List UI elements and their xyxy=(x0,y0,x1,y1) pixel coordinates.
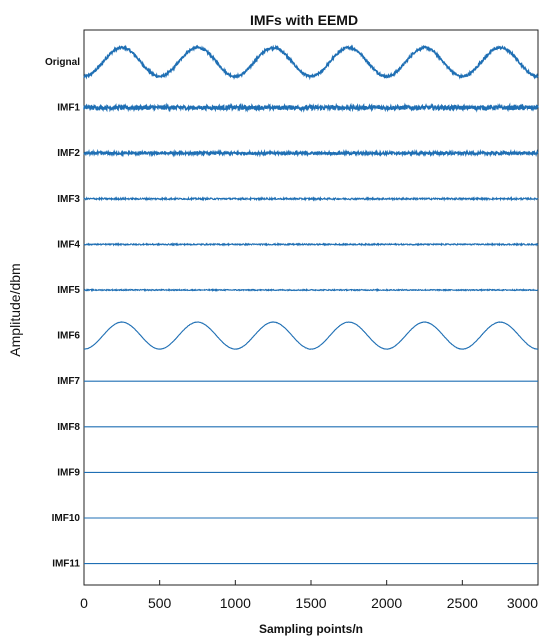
series-label-imf11: IMF11 xyxy=(52,559,80,570)
series-label-imf8: IMF8 xyxy=(57,422,80,433)
x-tick-label: 2000 xyxy=(371,595,402,611)
x-axis-label: Sampling points/n xyxy=(259,622,363,636)
series-line-imf2 xyxy=(83,148,539,158)
series-line-imf6 xyxy=(83,321,539,350)
x-tick-label: 500 xyxy=(148,595,172,611)
series-label-imf5: IMF5 xyxy=(57,285,80,296)
series-layer: Orignal IMF1 IMF2 IMF3 IMF4 IMF5 IMF6 IMF7 IMF8 I… xyxy=(45,44,539,570)
series-label-imf10: IMF10 xyxy=(52,513,81,524)
chart-title: IMFs with EEMD xyxy=(250,12,358,28)
series-label-imf1: IMF1 xyxy=(57,103,80,114)
series-label-imf3: IMF3 xyxy=(57,194,80,205)
x-axis: 0 500 1000 1500 2000 2500 3000 xyxy=(80,580,539,611)
y-axis-label: Amplitude/dbm xyxy=(7,263,23,356)
series-label-imf6: IMF6 xyxy=(57,331,80,342)
series-label-imf4: IMF4 xyxy=(57,239,80,250)
series-label-imf2: IMF2 xyxy=(57,148,80,159)
series-line-imf5 xyxy=(83,287,539,293)
x-tick-label: 3000 xyxy=(507,595,538,611)
series-label-imf9: IMF9 xyxy=(57,467,80,478)
series-line-imf1 xyxy=(83,102,539,113)
x-tick-label: 1000 xyxy=(220,595,251,611)
series-label-imf7: IMF7 xyxy=(57,376,80,387)
x-tick-label: 0 xyxy=(80,595,88,611)
series-line-orignal xyxy=(83,44,539,81)
x-tick-label: 1500 xyxy=(295,595,326,611)
plot-frame xyxy=(83,29,539,586)
series-line-imf4 xyxy=(83,242,539,247)
series-line-imf3 xyxy=(83,195,539,202)
series-label-orignal: Orignal xyxy=(45,57,80,68)
x-tick-label: 2500 xyxy=(447,595,478,611)
